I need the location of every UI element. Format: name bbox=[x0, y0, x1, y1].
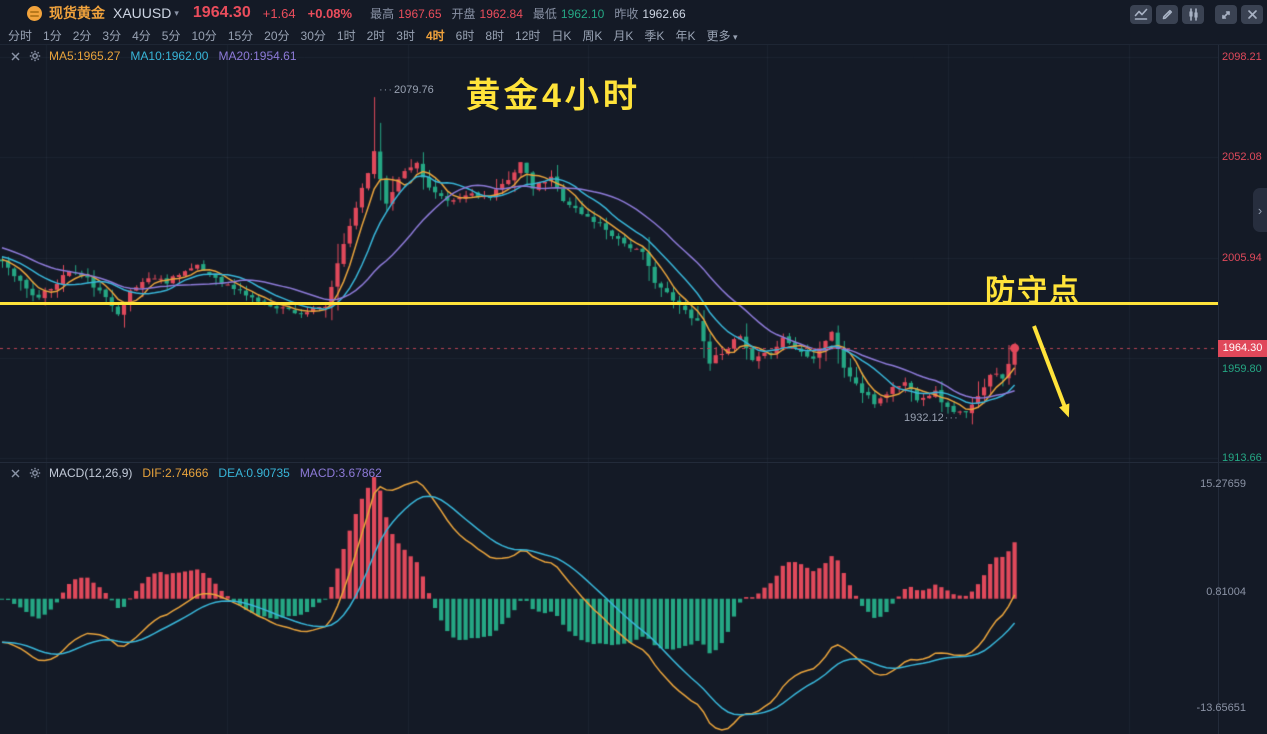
tab-timeframe-9[interactable]: 30分 bbox=[300, 28, 326, 43]
down-arrow-annotation bbox=[1032, 325, 1070, 418]
stat-low: 最低 1962.10 bbox=[532, 6, 605, 21]
tab-timeframe-1[interactable]: 1分 bbox=[43, 28, 62, 43]
stat-prev-close: 昨收 1962.66 bbox=[614, 6, 686, 21]
price-change: +1.64 bbox=[262, 5, 296, 21]
ma10-value: MA10:1962.00 bbox=[130, 49, 209, 63]
close-icon[interactable] bbox=[1241, 5, 1263, 24]
tab-timeframe-8[interactable]: 20分 bbox=[264, 28, 290, 43]
tab-timeframe-20[interactable]: 季K bbox=[644, 28, 665, 43]
candlestick-icon[interactable] bbox=[1182, 5, 1204, 24]
more-menu[interactable]: 更多 ▾ bbox=[706, 28, 738, 43]
tab-timeframe-10[interactable]: 1时 bbox=[336, 28, 356, 43]
price-axis-border bbox=[1218, 45, 1219, 734]
chart-annotation-title: 黄金4小时 bbox=[466, 77, 641, 115]
tab-timeframe-18[interactable]: 周K bbox=[582, 28, 603, 43]
chevron-down-icon: ▾ bbox=[730, 31, 738, 42]
ma-legend: MA5:1965.27 MA10:1962.00 MA20:1954.61 bbox=[10, 49, 297, 63]
defense-line[interactable] bbox=[0, 301, 1218, 305]
tab-timeframe-5[interactable]: 5分 bbox=[161, 28, 181, 43]
tab-timeframe-14[interactable]: 6时 bbox=[455, 28, 475, 43]
tab-timeframe-19[interactable]: 月K bbox=[613, 28, 634, 43]
stat-open: 开盘 1962.84 bbox=[451, 6, 523, 21]
instrument-symbol[interactable]: XAUUSD bbox=[113, 5, 172, 21]
dif-value: DIF:2.74666 bbox=[142, 466, 209, 480]
tab-timeframe-17[interactable]: 日K bbox=[551, 28, 572, 43]
price-axis-label: 2098.21 bbox=[1222, 51, 1262, 63]
low-price-label: 1932.12 bbox=[904, 412, 959, 424]
defense-point-label: 防守点 bbox=[985, 275, 1081, 308]
price-axis-label: 1913.66 bbox=[1222, 452, 1262, 465]
close-icon[interactable] bbox=[10, 468, 21, 479]
stat-high: 最高 1967.65 bbox=[370, 6, 442, 21]
tab-timeframe-21[interactable]: 年K bbox=[675, 28, 696, 43]
price-axis-label: 2005.94 bbox=[1222, 251, 1262, 264]
macd-value: MACD:3.67862 bbox=[299, 466, 382, 480]
close-icon[interactable] bbox=[10, 51, 21, 62]
dea-value: DEA:0.90735 bbox=[218, 466, 290, 480]
timeframe-bar: 分时 1分 2分 3分 4分 5分 10分 15分 20分 30分 1时 2时 3时 4时 6时 8时 12时日… bbox=[0, 26, 1267, 45]
panel-separator[interactable] bbox=[0, 462, 1267, 463]
ma5-value: MA5:1965.27 bbox=[49, 49, 121, 63]
tab-timeframe-12[interactable]: 3时 bbox=[396, 28, 415, 43]
tab-timeframe-16[interactable]: 12时 bbox=[515, 28, 541, 43]
quote-bar: 现货黄金 XAUUSD ▾ 1964.30 +1.64 +0.08% 最高 196… bbox=[0, 0, 1267, 26]
macd-axis-label: -13.65651 bbox=[1196, 701, 1246, 714]
line-chart-icon[interactable] bbox=[1130, 5, 1152, 24]
last-price: 1964.30 bbox=[192, 4, 251, 21]
macd-title: MACD(12,26,9) bbox=[49, 466, 133, 480]
ma20-value: MA20:1954.61 bbox=[218, 49, 297, 63]
tab-timeframe-4[interactable]: 4分 bbox=[132, 28, 151, 43]
macd-axis-label: 15.27659 bbox=[1200, 478, 1246, 490]
price-axis-label: 2052.08 bbox=[1222, 151, 1262, 164]
chevron-down-icon[interactable]: ▾ bbox=[174, 7, 179, 18]
chevron-right-icon: › bbox=[1257, 202, 1263, 218]
macd-legend: MACD(12,26,9) DIF:2.74666 DEA:0.90735 MA… bbox=[10, 466, 382, 480]
tab-timeframe-13[interactable]: 4时 bbox=[425, 28, 445, 43]
macd-axis-label: 0.81004 bbox=[1206, 586, 1246, 599]
tab-timeframe-6[interactable]: 10分 bbox=[191, 28, 217, 43]
resize-icon[interactable] bbox=[1215, 5, 1237, 24]
current-price-badge: 1964.30 bbox=[1218, 339, 1267, 357]
gear-icon[interactable] bbox=[29, 50, 41, 62]
price-change-pct: +0.08% bbox=[307, 5, 353, 21]
tab-timeframe-11[interactable]: 2时 bbox=[366, 28, 386, 43]
high-price-label: 2079.76 bbox=[379, 84, 434, 96]
gold-coin-icon bbox=[27, 5, 42, 21]
tab-timeframe-15[interactable]: 8时 bbox=[485, 28, 505, 43]
pencil-icon[interactable] bbox=[1156, 5, 1178, 24]
sidebar-expand-tab[interactable]: › bbox=[1253, 188, 1267, 232]
price-axis-label: 1959.80 bbox=[1222, 362, 1262, 375]
tab-timeframe-7[interactable]: 15分 bbox=[227, 28, 254, 43]
gear-icon[interactable] bbox=[29, 467, 41, 479]
tab-timeframe-3[interactable]: 3分 bbox=[102, 28, 122, 43]
tab-timeframe-2[interactable]: 2分 bbox=[72, 28, 92, 43]
chart-toolbar bbox=[1130, 5, 1263, 24]
tab-timeframe-0[interactable]: 分时 bbox=[8, 28, 33, 43]
chart-canvas[interactable] bbox=[0, 45, 1218, 734]
instrument-name[interactable]: 现货黄金 bbox=[49, 5, 105, 21]
